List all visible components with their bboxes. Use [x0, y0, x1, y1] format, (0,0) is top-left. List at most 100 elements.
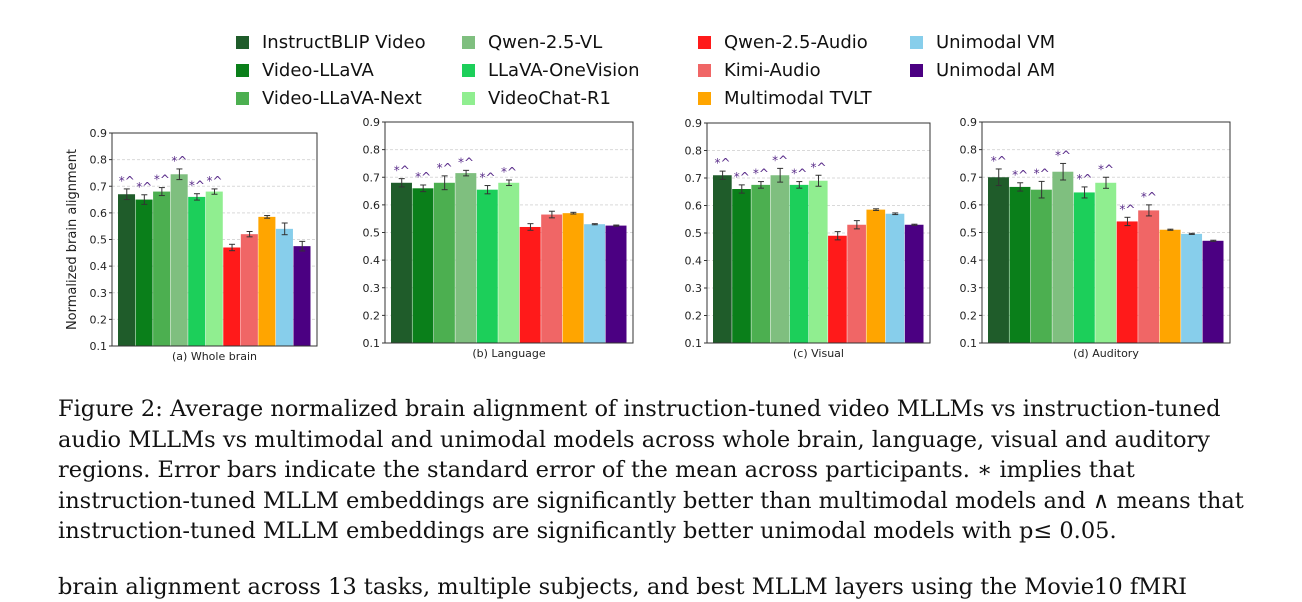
y-tick-label: 0.4 — [960, 254, 978, 267]
y-tick-label: 0.7 — [90, 180, 108, 193]
y-tick-label: 0.1 — [363, 337, 381, 350]
y-tick-label: 0.4 — [90, 260, 108, 273]
chart-panel: 0.10.20.30.40.50.60.70.80.9*^*^*^*^*^*^(… — [65, 127, 318, 363]
legend-swatch — [236, 92, 249, 105]
y-tick-label: 0.3 — [363, 282, 381, 295]
legend-swatch — [236, 36, 249, 49]
caption-label: Figure 2: — [58, 396, 163, 422]
y-tick-label: 0.7 — [685, 172, 703, 185]
significance-marker: *^ — [415, 170, 431, 184]
y-tick-label: 0.9 — [363, 116, 381, 129]
y-tick-label: 0.8 — [685, 145, 703, 158]
y-tick-label: 0.5 — [90, 234, 108, 247]
bar — [433, 182, 455, 343]
bar — [605, 225, 627, 343]
significance-marker: *^ — [458, 155, 474, 169]
significance-marker: *^ — [501, 165, 517, 179]
bar — [275, 228, 293, 346]
bar — [988, 177, 1009, 343]
bar — [1030, 189, 1052, 343]
legend-label: Multimodal TVLT — [724, 88, 873, 109]
significance-marker: *^ — [206, 174, 222, 188]
significance-marker: *^ — [1012, 168, 1028, 182]
y-tick-label: 0.2 — [960, 309, 978, 322]
bar — [713, 175, 732, 343]
y-tick-label: 0.6 — [363, 199, 381, 212]
y-tick-label: 0.5 — [960, 227, 978, 240]
y-tick-label: 0.3 — [685, 282, 703, 295]
bar — [789, 184, 809, 343]
significance-marker: *^ — [715, 156, 731, 170]
bar — [205, 191, 223, 346]
bar — [293, 246, 311, 346]
bar — [412, 188, 434, 343]
bar — [223, 247, 241, 346]
y-tick-label: 0.6 — [90, 207, 108, 220]
bar — [732, 189, 751, 343]
significance-marker: *^ — [154, 173, 170, 187]
bar — [1181, 233, 1203, 343]
y-tick-label: 0.5 — [685, 227, 703, 240]
legend-swatch — [462, 36, 475, 49]
figure: InstructBLIP Video Video-LLaVA Video-LLaVA… — [65, 32, 1231, 363]
bar — [828, 235, 847, 343]
bar — [498, 182, 520, 343]
legend-label: Unimodal AM — [936, 60, 1055, 81]
plot-frame — [981, 121, 1231, 344]
legend-swatch — [236, 64, 249, 77]
legend-label: Video-LLaVA — [262, 60, 375, 81]
significance-marker: *^ — [1119, 202, 1135, 216]
y-tick-label: 0.1 — [685, 337, 703, 350]
significance-marker: *^ — [171, 154, 187, 168]
legend-label: InstructBLIP Video — [262, 32, 426, 53]
y-tick-label: 0.1 — [90, 340, 108, 353]
legend-label: Qwen-2.5-VL — [488, 32, 602, 53]
chart-panel: 0.10.20.30.40.50.60.70.80.9*^*^*^*^*^*^(… — [363, 116, 634, 360]
y-tick-label: 0.8 — [90, 154, 108, 167]
bar — [584, 224, 606, 343]
y-tick-label: 0.5 — [363, 227, 381, 240]
significance-marker: *^ — [1077, 172, 1093, 186]
bar — [808, 180, 828, 343]
bar — [258, 216, 276, 346]
y-tick-label: 0.1 — [960, 337, 978, 350]
bar — [1202, 240, 1224, 343]
legend-label: VideoChat-R1 — [488, 88, 611, 109]
legend-swatch — [462, 92, 475, 105]
bar — [1116, 221, 1138, 343]
legend-swatch — [698, 64, 711, 77]
y-tick-label: 0.3 — [90, 287, 108, 300]
subplot-title: (b) Language — [472, 347, 546, 360]
bar — [476, 189, 498, 343]
y-tick-label: 0.6 — [960, 199, 978, 212]
chart-panels: 0.10.20.30.40.50.60.70.80.9*^ *^*^*^*^ *^(… — [65, 116, 1231, 363]
caption-text: Average normalized brain alignment of in… — [58, 396, 1244, 544]
body-text-line: brain alignment across 13 tasks, multipl… — [58, 574, 1188, 600]
significance-marker: *^ — [480, 171, 496, 185]
significance-marker: *^ — [437, 161, 453, 175]
subplot-title: (a) Whole brain — [172, 350, 257, 363]
plot-frame — [384, 121, 634, 344]
bar — [1159, 229, 1181, 343]
legend-label: Qwen-2.5-Audio — [724, 32, 868, 53]
legend-swatch — [462, 64, 475, 77]
figure-caption: Figure 2: Average normalized brain align… — [58, 394, 1258, 547]
y-tick-label: 0.2 — [363, 309, 381, 322]
bar — [904, 224, 924, 343]
bar — [1138, 210, 1160, 343]
y-tick-label: 0.3 — [960, 282, 978, 295]
legend-swatch — [698, 92, 711, 105]
plot-frame — [706, 122, 931, 344]
bar — [866, 209, 886, 343]
y-tick-label: 0.6 — [685, 200, 703, 213]
bar — [1009, 186, 1031, 343]
y-tick-label: 0.2 — [685, 310, 703, 323]
bar — [562, 213, 584, 343]
bar — [1095, 182, 1117, 343]
significance-marker: *^ — [791, 167, 807, 181]
legend-label: LLaVA-OneVision — [488, 60, 640, 81]
significance-marker: *^ — [1098, 162, 1114, 176]
bar — [751, 184, 771, 343]
y-tick-label: 0.9 — [685, 117, 703, 130]
significance-marker: *^ — [1034, 166, 1050, 180]
